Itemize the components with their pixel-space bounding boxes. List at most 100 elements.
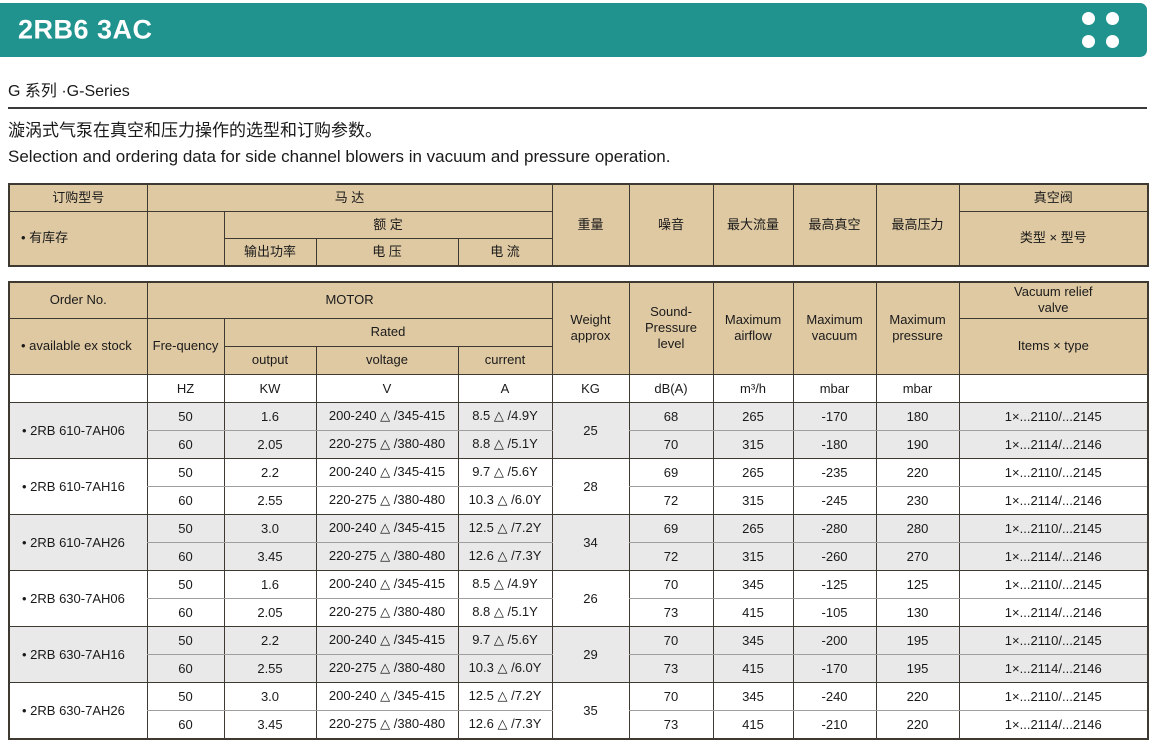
spec-row: 60 2.05 220-275 △ /380-480 8.8 △ /5.1Y 73 415… bbox=[9, 598, 1149, 627]
order-no-cell: • 2RB 630-7AH06 bbox=[8, 570, 147, 627]
unit-weight: KG bbox=[551, 374, 630, 403]
en-max-vacuum: Maximum vacuum bbox=[792, 282, 877, 375]
airflow-cell: 415 bbox=[712, 710, 794, 739]
order-no-cell: • 2RB 630-7AH16 bbox=[8, 626, 147, 683]
voltage-cell: 220-275 △ /380-480 bbox=[315, 542, 458, 571]
frequency-cell: 60 bbox=[146, 654, 224, 683]
vacuum-cell: -105 bbox=[792, 598, 877, 627]
valve-cell: 1×...2110/...2145 bbox=[958, 570, 1149, 599]
zh-voltage: 电 压 bbox=[315, 238, 458, 267]
en-rated: Rated bbox=[223, 318, 553, 347]
header-table-zh: 订购型号 马 达 重量 噪音 最大流量 最高真空 最高压力 真空阀 • 有库存 … bbox=[8, 183, 1149, 267]
pressure-cell: 230 bbox=[875, 486, 960, 515]
unit-frequency: HZ bbox=[146, 374, 224, 403]
voltage-cell: 220-275 △ /380-480 bbox=[315, 710, 458, 739]
pressure-cell: 280 bbox=[875, 514, 960, 543]
current-cell: 8.5 △ /4.9Y bbox=[457, 570, 553, 599]
current-cell: 10.3 △ /6.0Y bbox=[457, 654, 553, 683]
pressure-cell: 125 bbox=[875, 570, 960, 599]
vacuum-cell: -260 bbox=[792, 542, 877, 571]
sound-cell: 70 bbox=[628, 626, 714, 655]
frequency-cell: 50 bbox=[146, 514, 224, 543]
zh-max-vacuum: 最高真空 bbox=[792, 184, 876, 267]
frequency-cell: 60 bbox=[146, 542, 224, 571]
spec-row: 60 2.55 220-275 △ /380-480 10.3 △ /6.0Y 73 41… bbox=[9, 654, 1149, 683]
zh-weight: 重量 bbox=[551, 184, 629, 267]
unit-empty bbox=[958, 374, 1149, 403]
en-weight: Weight approx bbox=[551, 282, 630, 375]
frequency-cell: 60 bbox=[146, 598, 224, 627]
vacuum-cell: -280 bbox=[792, 514, 877, 543]
grid-dots-icon bbox=[1082, 12, 1119, 48]
vacuum-cell: -125 bbox=[792, 570, 877, 599]
valve-cell: 1×...2110/...2145 bbox=[958, 682, 1149, 711]
order-no-cell: • 2RB 610-7AH16 bbox=[8, 458, 147, 515]
voltage-cell: 200-240 △ /345-415 bbox=[315, 458, 458, 487]
output-cell: 1.6 bbox=[223, 570, 316, 599]
spec-row: • 2RB 630-7AH16 50 2.2 200-240 △ /345-415 9.… bbox=[8, 626, 1149, 683]
vacuum-cell: -200 bbox=[792, 626, 877, 655]
page-title: 2RB6 3AC bbox=[18, 14, 153, 45]
output-cell: 2.55 bbox=[223, 654, 316, 683]
unit-current: A bbox=[457, 374, 553, 403]
en-voltage: voltage bbox=[315, 346, 458, 375]
vacuum-cell: -245 bbox=[792, 486, 877, 515]
airflow-cell: 345 bbox=[712, 626, 794, 655]
zh-type-model: 类型 × 型号 bbox=[958, 211, 1148, 267]
airflow-cell: 265 bbox=[712, 402, 794, 431]
pressure-cell: 180 bbox=[875, 402, 960, 431]
output-cell: 3.0 bbox=[223, 514, 316, 543]
current-cell: 8.8 △ /5.1Y bbox=[457, 430, 553, 459]
vacuum-cell: -170 bbox=[792, 654, 877, 683]
vacuum-cell: -210 bbox=[792, 710, 877, 739]
output-cell: 3.0 bbox=[223, 682, 316, 711]
sound-cell: 72 bbox=[628, 542, 714, 571]
pressure-cell: 220 bbox=[875, 710, 960, 739]
en-max-airflow: Maximum airflow bbox=[712, 282, 794, 375]
current-cell: 8.8 △ /5.1Y bbox=[457, 598, 553, 627]
sound-cell: 68 bbox=[628, 402, 714, 431]
frequency-cell: 50 bbox=[146, 626, 224, 655]
unit-sound: dB(A) bbox=[628, 374, 714, 403]
zh-max-airflow: 最大流量 bbox=[712, 184, 793, 267]
weight-cell: 34 bbox=[551, 514, 630, 571]
en-current: current bbox=[457, 346, 553, 375]
valve-cell: 1×...2110/...2145 bbox=[958, 626, 1149, 655]
weight-cell: 26 bbox=[551, 570, 630, 627]
vacuum-cell: -235 bbox=[792, 458, 877, 487]
airflow-cell: 415 bbox=[712, 654, 794, 683]
voltage-cell: 220-275 △ /380-480 bbox=[315, 430, 458, 459]
current-cell: 9.7 △ /5.6Y bbox=[457, 626, 553, 655]
airflow-cell: 415 bbox=[712, 598, 794, 627]
en-order-no: Order No. bbox=[8, 282, 147, 319]
weight-cell: 35 bbox=[551, 682, 630, 739]
pressure-cell: 130 bbox=[875, 598, 960, 627]
spec-row: • 2RB 610-7AH26 50 3.0 200-240 △ /345-415 12… bbox=[8, 514, 1149, 571]
sound-cell: 73 bbox=[628, 654, 714, 683]
zh-motor: 马 达 bbox=[146, 184, 552, 212]
unit-empty bbox=[8, 374, 147, 403]
vacuum-cell: -170 bbox=[792, 402, 877, 431]
output-cell: 2.2 bbox=[223, 626, 316, 655]
spec-row: 60 2.55 220-275 △ /380-480 10.3 △ /6.0Y 72 31… bbox=[9, 486, 1149, 515]
zh-frequency-empty bbox=[146, 211, 224, 267]
spec-row: • 2RB 610-7AH16 50 2.2 200-240 △ /345-415 9.… bbox=[8, 458, 1149, 515]
output-cell: 3.45 bbox=[223, 542, 316, 571]
zh-current: 电 流 bbox=[457, 238, 552, 267]
vacuum-cell: -180 bbox=[792, 430, 877, 459]
current-cell: 8.5 △ /4.9Y bbox=[457, 402, 553, 431]
en-motor: MOTOR bbox=[146, 282, 553, 319]
sound-cell: 73 bbox=[628, 710, 714, 739]
voltage-cell: 200-240 △ /345-415 bbox=[315, 402, 458, 431]
airflow-cell: 345 bbox=[712, 570, 794, 599]
current-cell: 10.3 △ /6.0Y bbox=[457, 486, 553, 515]
valve-cell: 1×...2114/...2146 bbox=[958, 430, 1149, 459]
valve-cell: 1×...2114/...2146 bbox=[958, 542, 1149, 571]
sound-cell: 69 bbox=[628, 514, 714, 543]
unit-pressure: mbar bbox=[875, 374, 960, 403]
weight-cell: 25 bbox=[551, 402, 630, 459]
en-vacuum-relief-valve: Vacuum relief valve bbox=[958, 282, 1149, 319]
valve-cell: 1×...2114/...2146 bbox=[958, 654, 1149, 683]
frequency-cell: 50 bbox=[146, 570, 224, 599]
unit-voltage: V bbox=[315, 374, 458, 403]
